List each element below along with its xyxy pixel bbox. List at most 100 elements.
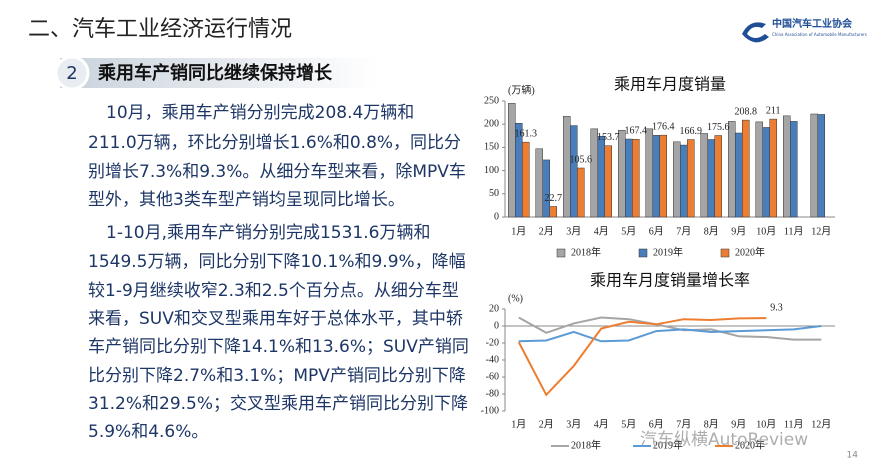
x-tick-label: 3月: [566, 418, 581, 430]
bar: [673, 141, 681, 218]
x-tick-label: 12月: [811, 225, 831, 237]
legend-swatch: [720, 248, 730, 258]
bar: [769, 118, 777, 218]
bar: [742, 119, 750, 218]
bar: [542, 159, 550, 218]
paragraph-line: 比分别下降2.7%和3.1%；MPV产销同比分别下降: [88, 366, 466, 386]
watermark: 汽车纵横AutoReview: [640, 430, 808, 450]
y-axis-label: (万辆): [508, 83, 535, 96]
section-bar: [60, 58, 380, 88]
bar: [810, 113, 818, 218]
bar: [549, 206, 557, 218]
bar: [522, 141, 530, 218]
line: [518, 316, 822, 341]
line: [517, 317, 767, 397]
bar: [645, 128, 653, 218]
x-tick-label: 3月: [566, 225, 581, 237]
data-label: 167.4: [625, 126, 648, 137]
data-label: 208.8: [735, 106, 758, 117]
bar: [755, 121, 763, 218]
logo-en: China Association of Automobile Manufact…: [772, 32, 867, 37]
x-tick-label: 5月: [621, 225, 636, 237]
paragraph-line: 来看，SUV和交叉型乘用车好于总体水平，其中轿: [88, 309, 463, 329]
bar: [817, 114, 825, 218]
x-tick-label: 8月: [704, 418, 719, 430]
section-badge: [54, 55, 90, 91]
header-title: 二、汽车工业经济运行情况: [28, 17, 292, 42]
legend-label: 2019年: [653, 245, 683, 258]
x-tick-label: 2月: [539, 418, 554, 430]
bar: [762, 127, 770, 218]
y-tick-label: 20: [489, 303, 499, 314]
bar: [687, 139, 695, 218]
x-tick-label: 11月: [784, 418, 804, 430]
bar: [508, 103, 516, 218]
x-tick-label: 4月: [594, 418, 609, 430]
paragraph-line: 车产销同比分别下降14.1%和13.6%；SUV产销同: [88, 337, 469, 357]
y-tick-label: 150: [484, 142, 499, 153]
x-tick-label: 6月: [649, 418, 664, 430]
y-tick-label: -40: [486, 354, 499, 365]
paragraph-line: 31.2%和29.5%；交叉型乘用车产销同比分别下降: [88, 394, 468, 414]
x-tick-label: 12月: [811, 418, 831, 430]
bar: [659, 134, 667, 218]
y-tick-label: -20: [486, 337, 499, 348]
paragraph-line: 1549.5万辆，同比分别下降10.1%和9.9%，降幅: [88, 252, 466, 272]
x-tick-label: 7月: [676, 418, 691, 430]
y-axis-label: (%): [508, 293, 523, 304]
x-tick-label: 9月: [731, 225, 746, 237]
bar: [714, 135, 722, 218]
data-label: 153.7: [597, 132, 620, 143]
bar: [652, 135, 660, 218]
paragraph-line: 5.9%和4.6%。: [88, 422, 208, 442]
bar: [535, 148, 543, 218]
chart-title: 乘用车月度销量增长率: [590, 271, 750, 290]
data-label: 211: [766, 105, 781, 116]
bar: [597, 136, 605, 218]
x-tick-label: 5月: [621, 418, 636, 430]
y-tick-label: 0: [494, 320, 499, 331]
x-tick-label: 6月: [649, 225, 664, 237]
bar: [707, 139, 715, 218]
paragraph-line: 211.0万辆，环比分别增长1.6%和0.8%，同比分: [88, 133, 461, 153]
legend-swatch: [638, 248, 648, 258]
bar: [680, 144, 688, 218]
x-tick-label: 2月: [539, 225, 554, 237]
bar: [570, 125, 578, 218]
paragraph-line: 较1-9月继续收窄2.3和2.5个百分点。从细分车型: [88, 281, 459, 301]
section-number: 2: [66, 63, 77, 84]
y-tick-label: 100: [484, 165, 499, 176]
legend-label: 2020年: [735, 245, 765, 258]
bar: [700, 133, 708, 218]
logo-cn: 中国汽车工业协会: [772, 17, 852, 30]
paragraph-line: 10月，乘用车产销分别完成208.4万辆和: [106, 103, 414, 123]
x-tick-label: 8月: [704, 225, 719, 237]
bar: [618, 129, 626, 218]
y-tick-label: -100: [481, 405, 499, 416]
x-tick-label: 1月: [511, 418, 526, 430]
data-label: 175.6: [707, 122, 730, 133]
y-tick-label: 0: [494, 211, 499, 222]
y-tick-label: -60: [486, 371, 499, 382]
y-tick-label: 50: [489, 188, 499, 199]
data-label: 166.9: [680, 126, 703, 137]
x-tick-label: 10月: [756, 418, 776, 430]
paragraph-line: 1-10月,乘用车产销分别完成1531.6万辆和: [106, 223, 430, 243]
data-label: 9.3: [770, 302, 783, 313]
data-label: 105.6: [570, 154, 593, 165]
x-tick-label: 7月: [676, 225, 691, 237]
bar: [625, 138, 633, 218]
x-tick-label: 9月: [731, 418, 746, 430]
chart-title: 乘用车月度销量: [614, 75, 726, 94]
legend-swatch: [556, 248, 566, 258]
y-tick-label: -80: [486, 388, 499, 399]
bar: [563, 116, 571, 218]
paragraph-line: 别增长7.3%和9.3%。从细分车型来看，除MPV车: [88, 162, 466, 182]
paragraph-line: 型外，其他3类车型产销均呈现同比增长。: [88, 190, 405, 210]
x-tick-label: 10月: [756, 225, 776, 237]
bar: [604, 145, 612, 218]
bar: [577, 167, 585, 218]
bar: [728, 121, 736, 218]
line: [518, 325, 822, 343]
